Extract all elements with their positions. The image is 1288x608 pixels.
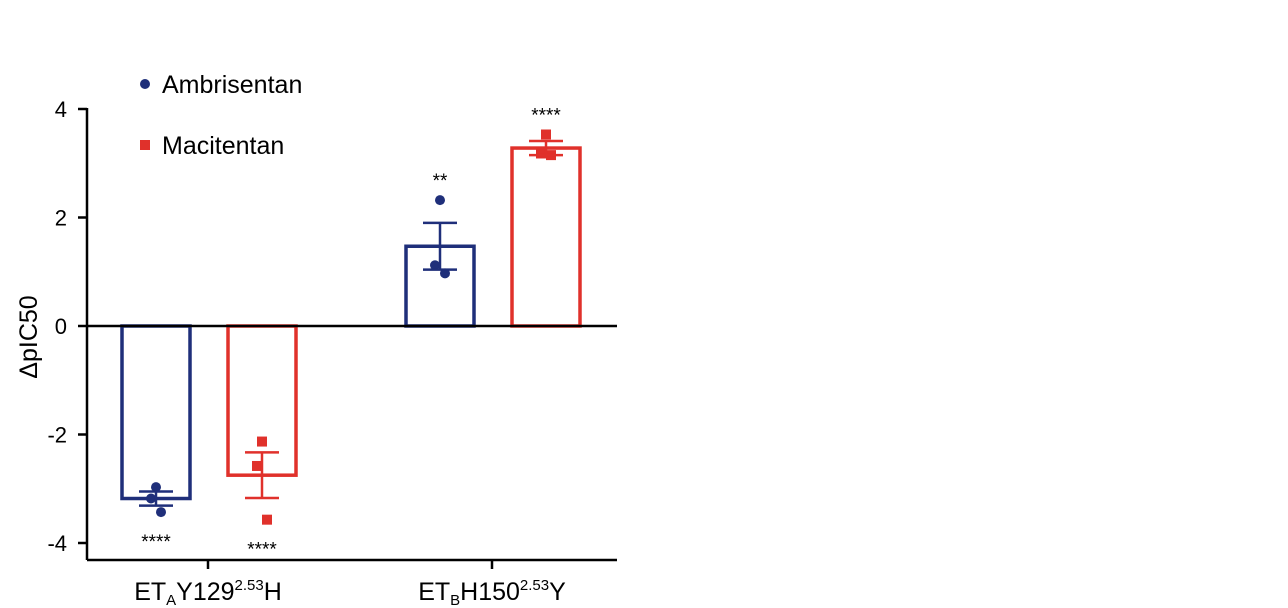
- x-category-label: ETBH1502.53Y: [418, 577, 566, 608]
- y-tick-label: -2: [47, 423, 67, 448]
- significance-labels: **************: [141, 105, 561, 560]
- data-point-circle: [435, 195, 445, 206]
- significance-label: ****: [531, 105, 561, 126]
- data-point-circle: [156, 507, 166, 518]
- y-tick-label: 4: [55, 97, 67, 122]
- data-point-square: [536, 148, 546, 159]
- legend-label: Ambrisentan: [162, 71, 302, 99]
- bar: [120, 324, 192, 501]
- x-category-label: ETAY1292.53H: [134, 577, 282, 608]
- bar: [510, 146, 582, 328]
- y-tick-label: 0: [55, 314, 67, 339]
- data-point-circle: [430, 260, 440, 271]
- y-axis: 4 2 0 -2 -4 ΔpIC50: [15, 97, 89, 560]
- data-point-circle: [151, 482, 161, 493]
- data-point-square: [262, 514, 272, 525]
- significance-label: **: [433, 171, 448, 192]
- legend-label: Macitentan: [162, 132, 284, 160]
- y-axis-title: ΔpIC50: [15, 295, 43, 378]
- legend-marker-square: [140, 140, 150, 150]
- significance-label: ****: [247, 540, 277, 561]
- data-point-square: [541, 129, 551, 140]
- significance-label: ****: [141, 532, 171, 553]
- data-point-square: [257, 436, 267, 447]
- legend: Ambrisentan Macitentan: [140, 71, 302, 160]
- error-bars: [139, 139, 563, 507]
- data-point-square: [252, 460, 262, 471]
- y-tick-label: 2: [55, 206, 67, 231]
- bars: [120, 146, 582, 501]
- legend-marker-circle: [140, 79, 150, 89]
- y-tick-label: -4: [47, 531, 67, 556]
- data-point-circle: [146, 493, 156, 504]
- x-axis: ETAY1292.53H ETBH1502.53Y: [87, 558, 617, 608]
- data-point-circle: [440, 268, 450, 279]
